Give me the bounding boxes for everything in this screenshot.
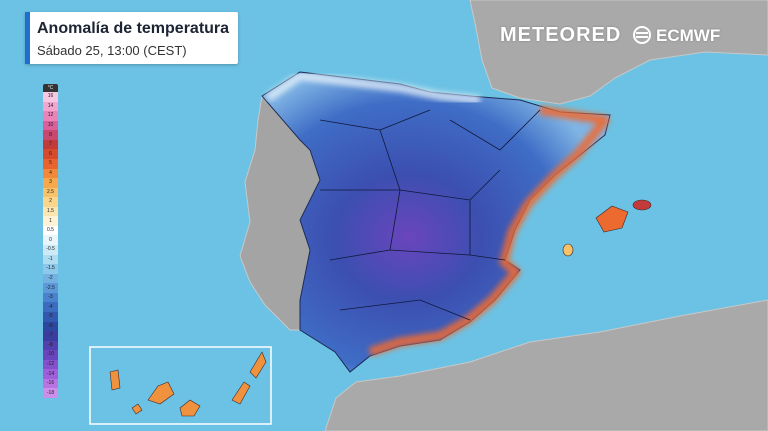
cool-north-coast <box>265 71 481 104</box>
title-box: Anomalía de temperatura Sábado 25, 13:00… <box>25 12 238 64</box>
mallorca <box>595 205 629 233</box>
legend-cell: -18 <box>43 388 58 398</box>
africa <box>324 299 768 431</box>
legend: °C 16 14 12 10 8 7 6 5 4 3 2.5 2 1.5 1 0.5 0 -0.5 -1 -1.5-… <box>43 84 58 398</box>
title: Anomalía de temperatura <box>37 20 230 37</box>
ibiza <box>562 243 574 257</box>
legend-cell: 5 <box>43 158 58 169</box>
legend-cell: 16 <box>43 92 58 102</box>
legend-cell: -3 <box>43 292 58 303</box>
legend-cell: -4 <box>43 302 58 312</box>
partner-logo: ECMWF <box>656 26 721 45</box>
regions <box>319 109 541 321</box>
legend-unit: °C <box>47 85 54 91</box>
canarias-frame <box>89 346 272 425</box>
warm-coast <box>368 105 610 357</box>
subtitle: Sábado 25, 13:00 (CEST) <box>37 43 187 58</box>
legend-cell: -1 <box>43 254 58 265</box>
brand-logo: METEORED <box>500 24 622 46</box>
legend-cell: 4 <box>43 168 58 179</box>
legend-cell: -2.5 <box>43 283 58 293</box>
legend-cell: -1.5 <box>43 264 58 274</box>
legend-cell: -0.5 <box>43 245 58 255</box>
accent-bar <box>25 12 30 64</box>
legend-cell: -14 <box>43 369 58 379</box>
legend-cell: 0 <box>43 235 58 245</box>
legend-cell: 12 <box>43 111 58 121</box>
legend-cell: -6 <box>43 321 58 332</box>
legend-cell: 7 <box>43 139 58 150</box>
legend-cell: 8 <box>43 130 58 140</box>
legend-cell: -2 <box>43 273 58 284</box>
legend-cell: -12 <box>43 359 58 370</box>
legend-cell: -16 <box>43 378 58 389</box>
legend-cell: -7 <box>43 331 58 341</box>
legend-cell: 6 <box>43 149 58 159</box>
legend-cell: 0.5 <box>43 225 58 236</box>
partner-icon <box>633 26 651 44</box>
canarias <box>109 351 267 417</box>
legend-cell: 14 <box>43 101 58 112</box>
legend-cell: 3 <box>43 178 58 188</box>
legend-cell: 1.5 <box>43 206 58 217</box>
legend-cell: -8 <box>43 340 58 351</box>
menorca <box>632 199 652 211</box>
france <box>469 0 768 105</box>
legend-cell: -10 <box>43 350 58 360</box>
legend-cell: 1 <box>43 216 58 226</box>
legend-cell: 2.5 <box>43 187 58 198</box>
legend-cell: -5 <box>43 311 58 322</box>
legend-cell: 10 <box>43 120 58 131</box>
legend-cell: 2 <box>43 197 58 207</box>
